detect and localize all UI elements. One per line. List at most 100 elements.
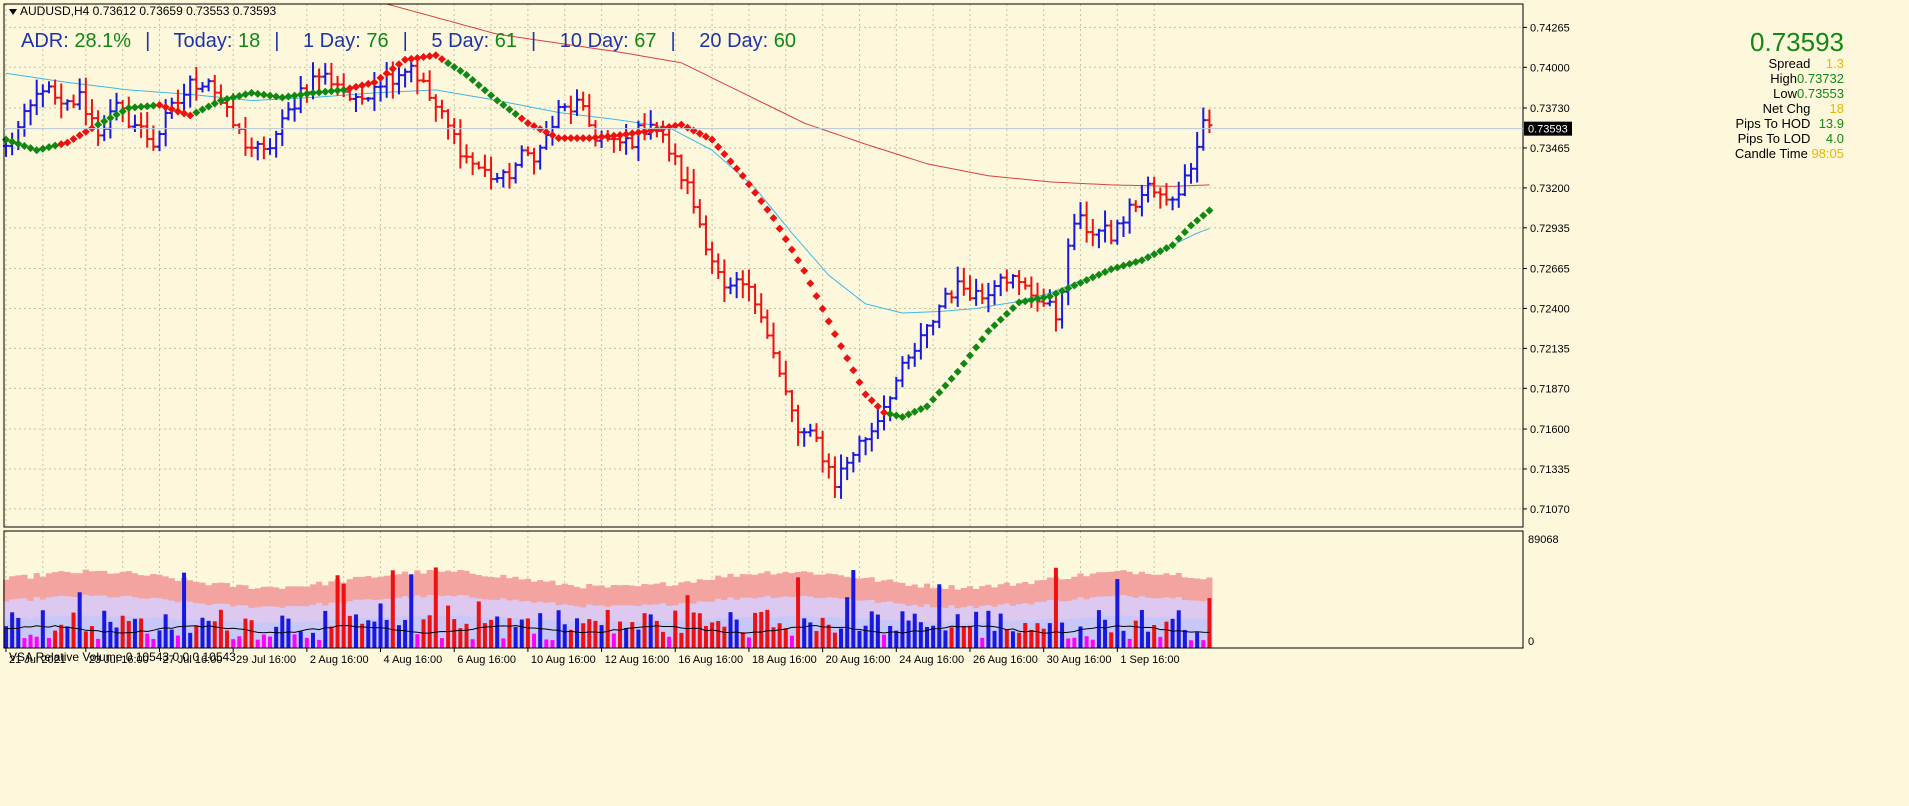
volume-bar (648, 614, 653, 648)
info-value: 4.0 (1825, 131, 1844, 146)
trend-dot (523, 119, 532, 128)
x-tick-label: 27 Jul 16:00 (163, 654, 223, 666)
ohlc-bar (1052, 291, 1059, 332)
ohlc-bar (322, 63, 329, 85)
volume-bar (949, 627, 954, 648)
volume-bar (237, 636, 242, 648)
volume-bar (1182, 629, 1187, 648)
trend-dot (1125, 259, 1134, 268)
trend-dot (51, 141, 60, 150)
trend-dot (204, 102, 213, 111)
trend-dot (726, 157, 735, 166)
info-label: Candle Time (1734, 146, 1808, 161)
y-tick-label: 0.74265 (1530, 22, 1570, 34)
trend-dot (511, 110, 520, 119)
ohlc-bar (966, 275, 973, 301)
trend-dot (180, 109, 189, 118)
ohlc-bar (1157, 187, 1164, 209)
volume-bar (323, 610, 328, 648)
trend-dot (259, 90, 268, 99)
trend-dot (253, 89, 262, 98)
trend-dot (450, 63, 459, 72)
ohlc-bar (279, 109, 286, 147)
trend-dot (744, 180, 753, 189)
trend-dot (886, 409, 895, 418)
trend-dot (959, 359, 968, 368)
ohlc-bar (273, 130, 280, 158)
trend-dot (223, 94, 232, 103)
trend-dot (468, 75, 477, 84)
ohlc-bar (911, 342, 918, 367)
trend-dot (1002, 309, 1011, 318)
volume-bar (433, 567, 438, 648)
ohlc-bar (641, 113, 648, 141)
trend-dot (916, 405, 925, 414)
ohlc-bar (1114, 219, 1121, 245)
ohlc-bar (1151, 176, 1158, 198)
volume-bar (446, 605, 451, 648)
info-label: Spread (1768, 56, 1811, 71)
vsa-frame (3, 530, 1524, 649)
x-tick-label: 6 Aug 16:00 (457, 654, 516, 666)
trend-dot (603, 132, 612, 141)
volume-bar (955, 614, 960, 648)
grid-lines (4, 4, 1523, 648)
ohlc-bar (758, 293, 765, 323)
volume-bar (1176, 610, 1181, 648)
trend-dot (358, 81, 367, 90)
ohlc-bar (1126, 198, 1133, 234)
ohlc-bar (52, 79, 59, 105)
trend-dot (57, 140, 66, 149)
ohlc-bar (856, 435, 863, 463)
trend-dot (419, 53, 428, 62)
info-value: 1.3 (1825, 56, 1844, 71)
collapse-triangle-icon[interactable] (9, 8, 17, 15)
ohlc-bar (445, 108, 452, 140)
volume-bar (581, 623, 586, 648)
ohlc-bar (469, 152, 476, 176)
trend-dot (8, 137, 17, 146)
trend-dot (210, 99, 219, 108)
trend-dot (1119, 261, 1128, 270)
volume-bar (654, 620, 659, 648)
volume-bar (1201, 640, 1206, 648)
volume-average-line (5, 624, 1210, 634)
trend-dot (560, 134, 569, 143)
trend-dot (155, 100, 164, 109)
trend-dot (923, 402, 931, 411)
trend-dot (898, 412, 907, 421)
volume-bar (384, 619, 389, 648)
volume-bar (1041, 628, 1046, 648)
info-panel: 0.73593 Spread 1.3 High0.73732 Low0.7355… (1735, 28, 1844, 161)
trend-dot (1156, 247, 1165, 256)
trend-dot (278, 93, 287, 102)
volume-bar (396, 625, 401, 648)
trend-dot (757, 197, 766, 206)
ohlc-bar (254, 140, 261, 161)
volume-bar (550, 640, 555, 648)
symbol-line: AUDUSD,H4 0.73612 0.73659 0.73553 0.7359… (20, 4, 277, 18)
x-tick-label: 18 Aug 16:00 (752, 654, 817, 666)
volume-bar (501, 638, 506, 648)
volume-bar (409, 574, 414, 648)
ohlc-bar (586, 94, 593, 127)
trend-dot (824, 317, 833, 326)
volume-bar (789, 635, 794, 648)
volume-bar (390, 570, 395, 648)
volume-bar (353, 614, 358, 648)
trend-dot (634, 128, 643, 137)
trend-dot (1082, 276, 1091, 285)
y-tick-label: 0.71070 (1530, 504, 1570, 516)
volume-bar (624, 628, 629, 648)
trend-dot (1131, 258, 1140, 267)
ohlc-bar (211, 74, 218, 101)
trend-dot (597, 132, 606, 141)
trend-dot (493, 96, 502, 105)
volume-bar (734, 619, 739, 648)
volume-bar (961, 625, 966, 648)
ohlc-bar (702, 215, 709, 256)
volume-bar (317, 639, 322, 648)
volume-bar (126, 621, 131, 648)
info-row-candle-time: Candle Time 98:05 (1735, 146, 1844, 161)
ohlc-bar (181, 83, 188, 114)
